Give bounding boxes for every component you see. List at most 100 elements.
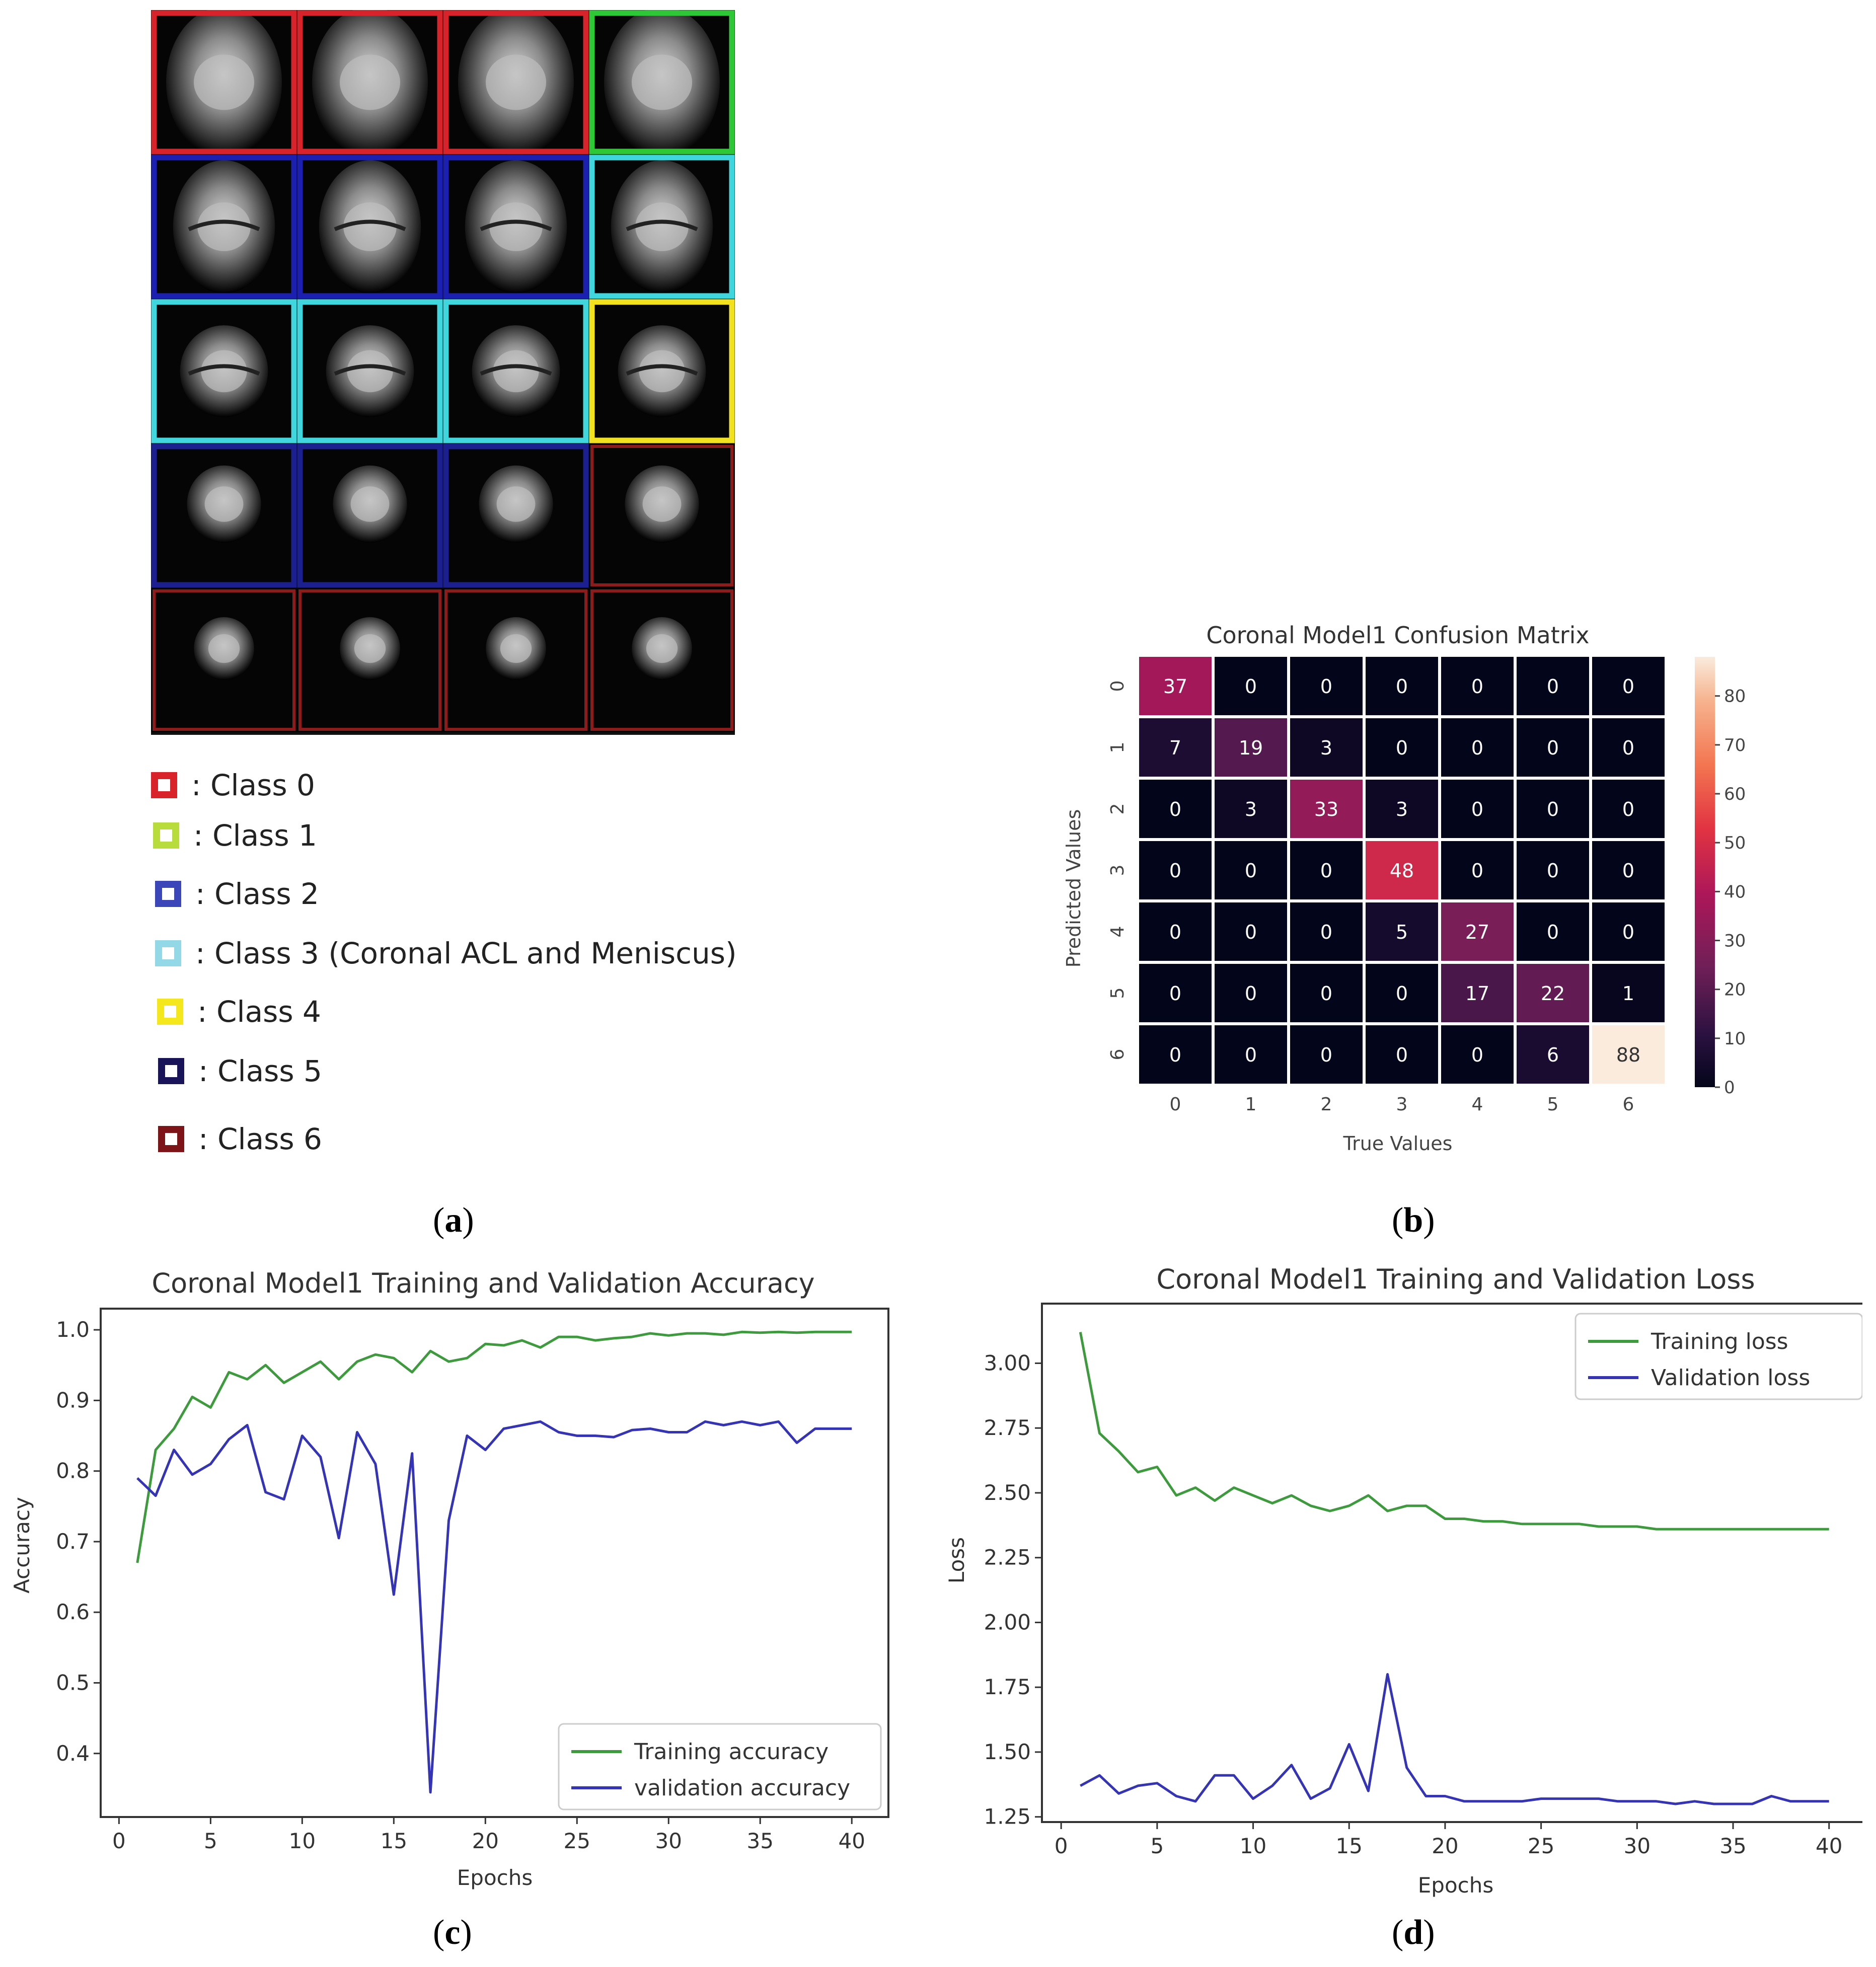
confusion-y-tick: 0	[1107, 680, 1128, 692]
confusion-cell	[1517, 841, 1589, 899]
y-tick-label: 0.6	[56, 1600, 90, 1624]
confusion-cell-value: 0	[1622, 798, 1634, 820]
confusion-cell-value: 0	[1547, 798, 1559, 820]
confusion-cell-value: 0	[1622, 737, 1634, 759]
legend-item-class-4: : Class 4	[157, 994, 321, 1029]
confusion-cell	[1215, 1025, 1287, 1084]
confusion-cell-value: 0	[1320, 1044, 1332, 1066]
x-tick-label: 10	[289, 1829, 316, 1853]
mri-tile	[589, 443, 735, 588]
legend-label: : Class 4	[197, 995, 321, 1029]
confusion-cell	[1366, 902, 1438, 961]
confusion-cell-value: 6	[1547, 1044, 1559, 1066]
legend-label: : Class 5	[198, 1054, 322, 1088]
confusion-cell	[1139, 657, 1212, 715]
loss-ylabel: Loss	[946, 1537, 969, 1583]
confusion-cell-value: 0	[1320, 982, 1332, 1005]
legend-swatch	[157, 999, 183, 1025]
x-tick-label: 25	[1528, 1834, 1554, 1858]
colorbar	[1695, 657, 1715, 1087]
y-tick-label: 0.5	[56, 1670, 90, 1695]
mri-tile	[151, 10, 297, 158]
confusion-cell-value: 0	[1396, 1044, 1408, 1066]
confusion-cell-value: 0	[1320, 860, 1332, 882]
confusion-y-tick: 2	[1107, 803, 1128, 815]
mri-tile	[443, 299, 589, 443]
confusion-cell	[1290, 1025, 1363, 1084]
x-tick-label: 10	[1240, 1834, 1266, 1858]
colorbar-tick-label: 80	[1724, 687, 1746, 707]
confusion-cell-value: 0	[1245, 675, 1257, 698]
x-tick-label: 35	[747, 1829, 774, 1853]
confusion-x-tick: 0	[1170, 1094, 1181, 1115]
confusion-cell-value: 0	[1547, 737, 1559, 759]
confusion-cell-value: 0	[1547, 921, 1559, 943]
colorbar-tick-label: 50	[1724, 833, 1746, 853]
x-tick-label: 5	[204, 1829, 217, 1853]
confusion-cell-value: 0	[1622, 921, 1634, 943]
y-tick-label: 2.75	[984, 1415, 1031, 1440]
confusion-cell-value: 0	[1547, 860, 1559, 882]
y-tick-label: 2.00	[984, 1610, 1031, 1634]
confusion-cell-value: 0	[1169, 982, 1181, 1005]
confusion-cell	[1441, 841, 1514, 899]
confusion-cell	[1215, 841, 1287, 899]
confusion-cell-value: 88	[1616, 1044, 1640, 1066]
accuracy-chart: Coronal Model1 Training and Validation A…	[10, 1267, 889, 1890]
panel-b: Coronal Model1 Confusion Matrix Predicte…	[1047, 614, 1832, 1168]
confusion-xlabel: True Values	[1343, 1132, 1453, 1155]
confusion-cell	[1290, 964, 1363, 1022]
legend-label: : Class 6	[198, 1122, 322, 1156]
y-tick-label: 0.4	[56, 1741, 90, 1766]
mri-tile	[443, 10, 589, 158]
confusion-cell	[1139, 964, 1212, 1022]
confusion-cell	[1441, 902, 1514, 961]
confusion-cell-value: 0	[1471, 675, 1483, 698]
confusion-cell-value: 0	[1169, 921, 1181, 943]
confusion-cell	[1366, 1025, 1438, 1084]
confusion-cell-value: 0	[1245, 1044, 1257, 1066]
confusion-cell	[1592, 718, 1665, 777]
confusion-x-tick: 4	[1472, 1094, 1483, 1115]
confusion-cell-value: 0	[1396, 675, 1408, 698]
legend-item-class-6: : Class 6	[158, 1121, 322, 1157]
x-tick-label: 5	[1150, 1834, 1164, 1858]
confusion-cell	[1215, 657, 1287, 715]
confusion-x-tick: 3	[1396, 1094, 1408, 1115]
y-tick-label: 0.9	[56, 1388, 90, 1412]
confusion-cell-value: 0	[1245, 921, 1257, 943]
accuracy-plot-frame	[100, 1308, 889, 1818]
legend-swatch	[151, 772, 177, 798]
confusion-cell	[1139, 780, 1212, 838]
confusion-x-tick: 6	[1623, 1094, 1634, 1115]
y-tick-label: 0.8	[56, 1459, 90, 1483]
mri-tile	[443, 443, 589, 588]
confusion-cell-value: 0	[1471, 860, 1483, 882]
confusion-cell-value: 0	[1245, 860, 1257, 882]
accuracy-ylabel: Accuracy	[10, 1497, 34, 1594]
confusion-cell-value: 5	[1396, 921, 1408, 943]
confusion-cell-value: 22	[1541, 982, 1565, 1005]
confusion-cell-value: 3	[1396, 798, 1408, 820]
confusion-cell	[1366, 841, 1438, 899]
loss-title: Coronal Model1 Training and Validation L…	[1156, 1263, 1755, 1295]
class-legend: : Class 0: Class 1: Class 2: Class 3 (Co…	[151, 768, 805, 1170]
legend-label-0: Training accuracy	[634, 1739, 829, 1765]
confusion-cell	[1517, 1025, 1589, 1084]
mri-tile	[297, 155, 443, 299]
x-tick-label: 35	[1719, 1834, 1746, 1858]
panel-a: : Class 0: Class 1: Class 2: Class 3 (Co…	[151, 10, 805, 1168]
mri-tile	[589, 299, 735, 443]
confusion-cell	[1517, 902, 1589, 961]
confusion-x-tick: 2	[1321, 1094, 1332, 1115]
confusion-cell	[1592, 902, 1665, 961]
x-tick-label: 20	[1432, 1834, 1458, 1858]
y-tick-label: 3.00	[984, 1350, 1031, 1375]
confusion-cell	[1517, 718, 1589, 777]
legend-item-class-0: : Class 0	[151, 768, 315, 803]
mri-tile	[443, 588, 589, 732]
x-tick-label: 30	[655, 1829, 682, 1853]
confusion-cell	[1139, 841, 1212, 899]
mri-tile	[589, 10, 735, 158]
legend-label: : Class 0	[191, 768, 315, 802]
